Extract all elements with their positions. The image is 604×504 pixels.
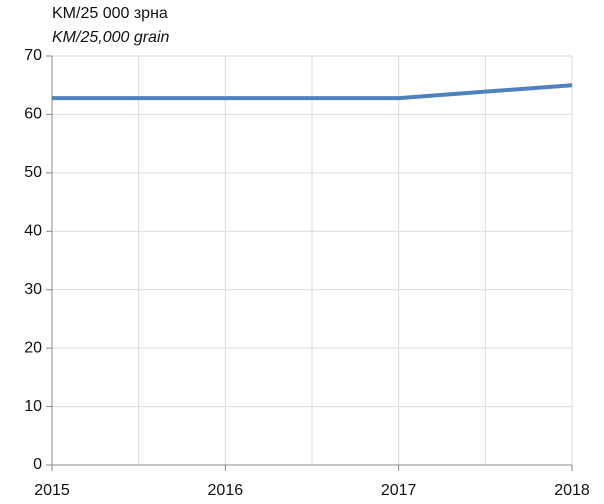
y-tick-label: 30 (24, 281, 42, 298)
y-axis-label: KM/25,000 grain (52, 29, 170, 46)
x-tick-label: 2015 (34, 482, 70, 499)
y-tick-label: 60 (24, 106, 42, 123)
y-tick-label: 10 (24, 398, 42, 415)
y-tick-label: 20 (24, 339, 42, 356)
data-line (52, 83, 573, 101)
y-tick-label: 70 (24, 47, 42, 64)
y-tick-label: 50 (24, 164, 42, 181)
x-tick-label: 2016 (208, 482, 244, 499)
x-tick-label: 2018 (554, 482, 590, 499)
y-tick-label: 0 (33, 456, 42, 473)
y-axis-label: KM/25 000 зрна (52, 5, 168, 22)
x-tick-label: 2017 (381, 482, 417, 499)
y-tick-label: 40 (24, 223, 42, 240)
